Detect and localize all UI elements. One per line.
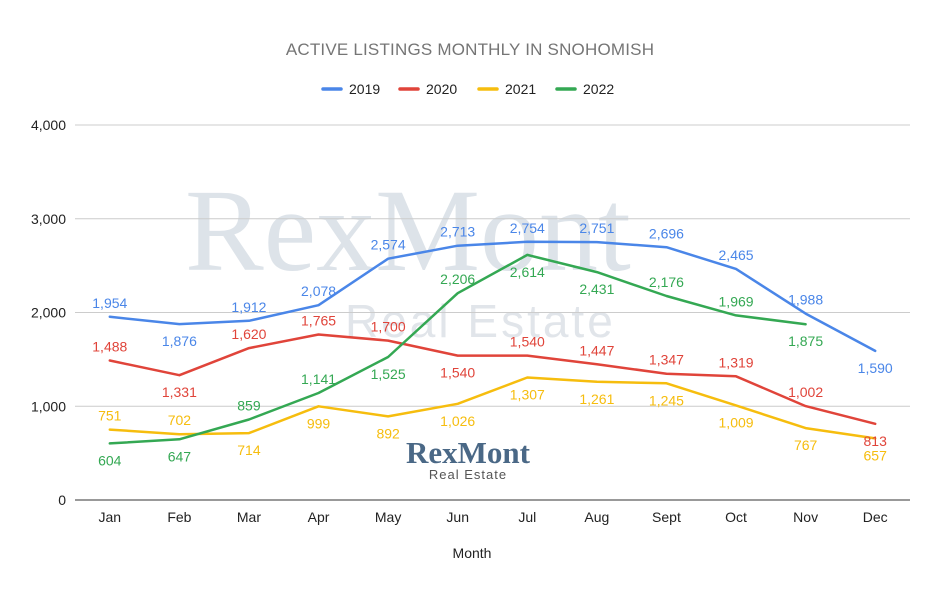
legend-label-2022: 2022 bbox=[583, 81, 614, 97]
data-label-2022: 647 bbox=[168, 448, 192, 464]
data-label-2022: 2,176 bbox=[649, 274, 684, 290]
data-label-2020: 1,620 bbox=[231, 326, 266, 342]
data-label-2020: 1,540 bbox=[510, 334, 545, 350]
data-label-2022: 1,875 bbox=[788, 333, 823, 349]
data-label-2021: 657 bbox=[864, 447, 888, 463]
x-tick-label: Nov bbox=[793, 509, 818, 525]
legend-label-2020: 2020 bbox=[426, 81, 457, 97]
data-label-2021: 1,307 bbox=[510, 386, 545, 402]
data-label-2019: 2,713 bbox=[440, 224, 475, 240]
y-tick-label: 3,000 bbox=[31, 211, 66, 227]
data-label-2022: 2,614 bbox=[510, 264, 545, 280]
x-tick-label: Jul bbox=[518, 509, 536, 525]
data-label-2020: 1,540 bbox=[440, 365, 475, 381]
y-tick-label: 1,000 bbox=[31, 398, 66, 414]
data-label-2020: 1,488 bbox=[92, 339, 127, 355]
watermark-brand: RexMont bbox=[185, 165, 631, 296]
series-line-2021 bbox=[108, 376, 877, 440]
data-label-2019: 1,988 bbox=[788, 292, 823, 308]
watermark-subtitle: Real Estate bbox=[345, 295, 616, 347]
legend: 2019 2020 2021 2022 bbox=[321, 81, 614, 97]
data-label-2020: 1,700 bbox=[371, 319, 406, 335]
data-label-2020: 1,319 bbox=[719, 354, 754, 370]
data-label-2020: 813 bbox=[864, 433, 888, 449]
data-label-2021: 1,261 bbox=[579, 391, 614, 407]
watermark: RexMont Real Estate bbox=[185, 165, 631, 347]
data-label-2020: 1,765 bbox=[301, 313, 336, 329]
data-label-2020: 1,331 bbox=[162, 384, 197, 400]
data-labels: 1,954 1,876 1,912 2,078 2,574 2,713 2,754 2,751… bbox=[92, 220, 893, 469]
data-label-2021: 1,245 bbox=[649, 392, 684, 408]
data-label-2022: 1,969 bbox=[719, 293, 754, 309]
data-label-2021: 702 bbox=[168, 412, 192, 428]
data-label-2022: 604 bbox=[98, 452, 122, 468]
x-axis-ticks: Jan Feb Mar Apr May Jun Jul Aug Sept Oct Nov Dec bbox=[99, 509, 888, 525]
x-tick-label: May bbox=[375, 509, 401, 525]
y-tick-label: 0 bbox=[58, 492, 66, 508]
data-label-2019: 1,912 bbox=[231, 299, 266, 315]
x-tick-label: Feb bbox=[167, 509, 191, 525]
data-label-2022: 859 bbox=[237, 397, 261, 413]
x-axis-title: Month bbox=[453, 545, 492, 561]
series-line-2019 bbox=[108, 240, 877, 353]
data-label-2022: 2,431 bbox=[579, 281, 614, 297]
data-label-2020: 1,447 bbox=[579, 342, 614, 358]
data-label-2019: 2,574 bbox=[371, 237, 406, 253]
y-tick-label: 4,000 bbox=[31, 117, 66, 133]
data-label-2021: 1,026 bbox=[440, 413, 475, 429]
data-label-2019: 2,465 bbox=[719, 247, 754, 263]
data-label-2019: 2,696 bbox=[649, 225, 684, 241]
data-label-2021: 892 bbox=[376, 425, 400, 441]
chart-title: ACTIVE LISTINGS MONTHLY IN SNOHOMISH bbox=[286, 40, 654, 59]
data-label-2020: 1,347 bbox=[649, 352, 684, 368]
data-label-2022: 1,525 bbox=[371, 366, 406, 382]
data-label-2019: 2,751 bbox=[579, 220, 614, 236]
y-tick-label: 2,000 bbox=[31, 305, 66, 321]
x-tick-label: Jun bbox=[446, 509, 469, 525]
x-tick-label: Aug bbox=[584, 509, 609, 525]
logo-subtitle: Real Estate bbox=[429, 467, 507, 482]
legend-label-2021: 2021 bbox=[505, 81, 536, 97]
data-label-2021: 999 bbox=[307, 415, 331, 431]
data-label-2021: 751 bbox=[98, 408, 122, 424]
data-label-2021: 1,009 bbox=[719, 414, 754, 430]
data-label-2019: 1,590 bbox=[858, 360, 893, 376]
x-tick-label: Jan bbox=[99, 509, 122, 525]
data-label-2019: 2,754 bbox=[510, 220, 545, 236]
data-label-2019: 1,876 bbox=[162, 333, 197, 349]
x-tick-label: Mar bbox=[237, 509, 261, 525]
data-label-2021: 767 bbox=[794, 437, 818, 453]
data-label-2022: 1,141 bbox=[301, 371, 336, 387]
x-tick-label: Dec bbox=[863, 509, 888, 525]
logo: RexMont Real Estate bbox=[406, 435, 531, 482]
data-label-2021: 714 bbox=[237, 442, 261, 458]
data-label-2022: 2,206 bbox=[440, 271, 475, 287]
gridlines bbox=[75, 124, 910, 501]
data-label-2020: 1,002 bbox=[788, 384, 823, 400]
legend-label-2019: 2019 bbox=[349, 81, 380, 97]
series-line-2020 bbox=[108, 333, 877, 426]
x-tick-label: Apr bbox=[308, 509, 330, 525]
x-tick-label: Sept bbox=[652, 509, 681, 525]
series-line-2022 bbox=[108, 253, 807, 445]
logo-brand: RexMont bbox=[406, 435, 531, 470]
series-lines bbox=[108, 240, 877, 445]
y-axis-ticks: 0 1,000 2,000 3,000 4,000 bbox=[31, 117, 66, 508]
x-tick-label: Oct bbox=[725, 509, 747, 525]
data-label-2019: 1,954 bbox=[92, 295, 127, 311]
data-label-2019: 2,078 bbox=[301, 283, 336, 299]
